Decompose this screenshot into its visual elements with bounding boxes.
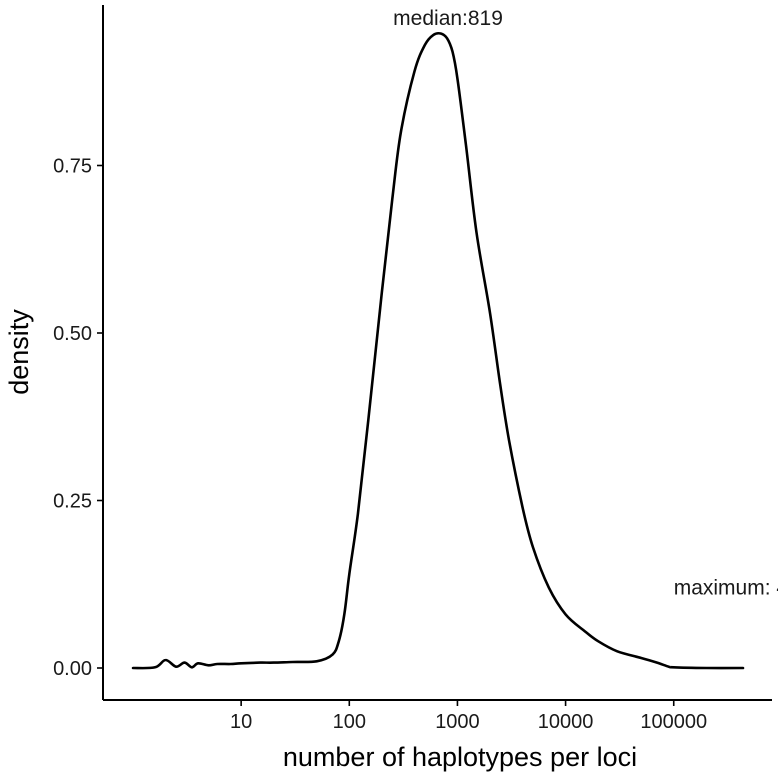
plot-area: 0.00 0.25 0.50 0.75 10 100 1000 10000 100000 me… — [53, 5, 778, 733]
density-curve — [131, 31, 745, 670]
x-tick-label: 100000 — [640, 711, 707, 733]
x-tick-label: 1000 — [435, 711, 480, 733]
x-axis-ticks: 10 100 1000 10000 100000 — [230, 700, 707, 733]
y-axis-title: density — [4, 309, 34, 395]
x-tick-label: 10000 — [538, 711, 594, 733]
y-tick-label: 0.00 — [53, 658, 92, 680]
x-tick-label: 100 — [333, 711, 366, 733]
y-axis-ticks: 0.00 0.25 0.50 0.75 — [53, 156, 103, 680]
median-annotation: median:819 — [393, 7, 503, 30]
y-tick-label: 0.75 — [53, 156, 92, 178]
y-tick-label: 0.25 — [53, 491, 92, 513]
annotations: median:819 maximum: 437032 — [393, 7, 778, 599]
y-tick-label: 0.50 — [53, 323, 92, 345]
maximum-annotation: maximum: 437032 — [674, 576, 778, 599]
x-axis-title: number of haplotypes per loci — [283, 742, 637, 772]
x-tick-label: 10 — [230, 711, 252, 733]
